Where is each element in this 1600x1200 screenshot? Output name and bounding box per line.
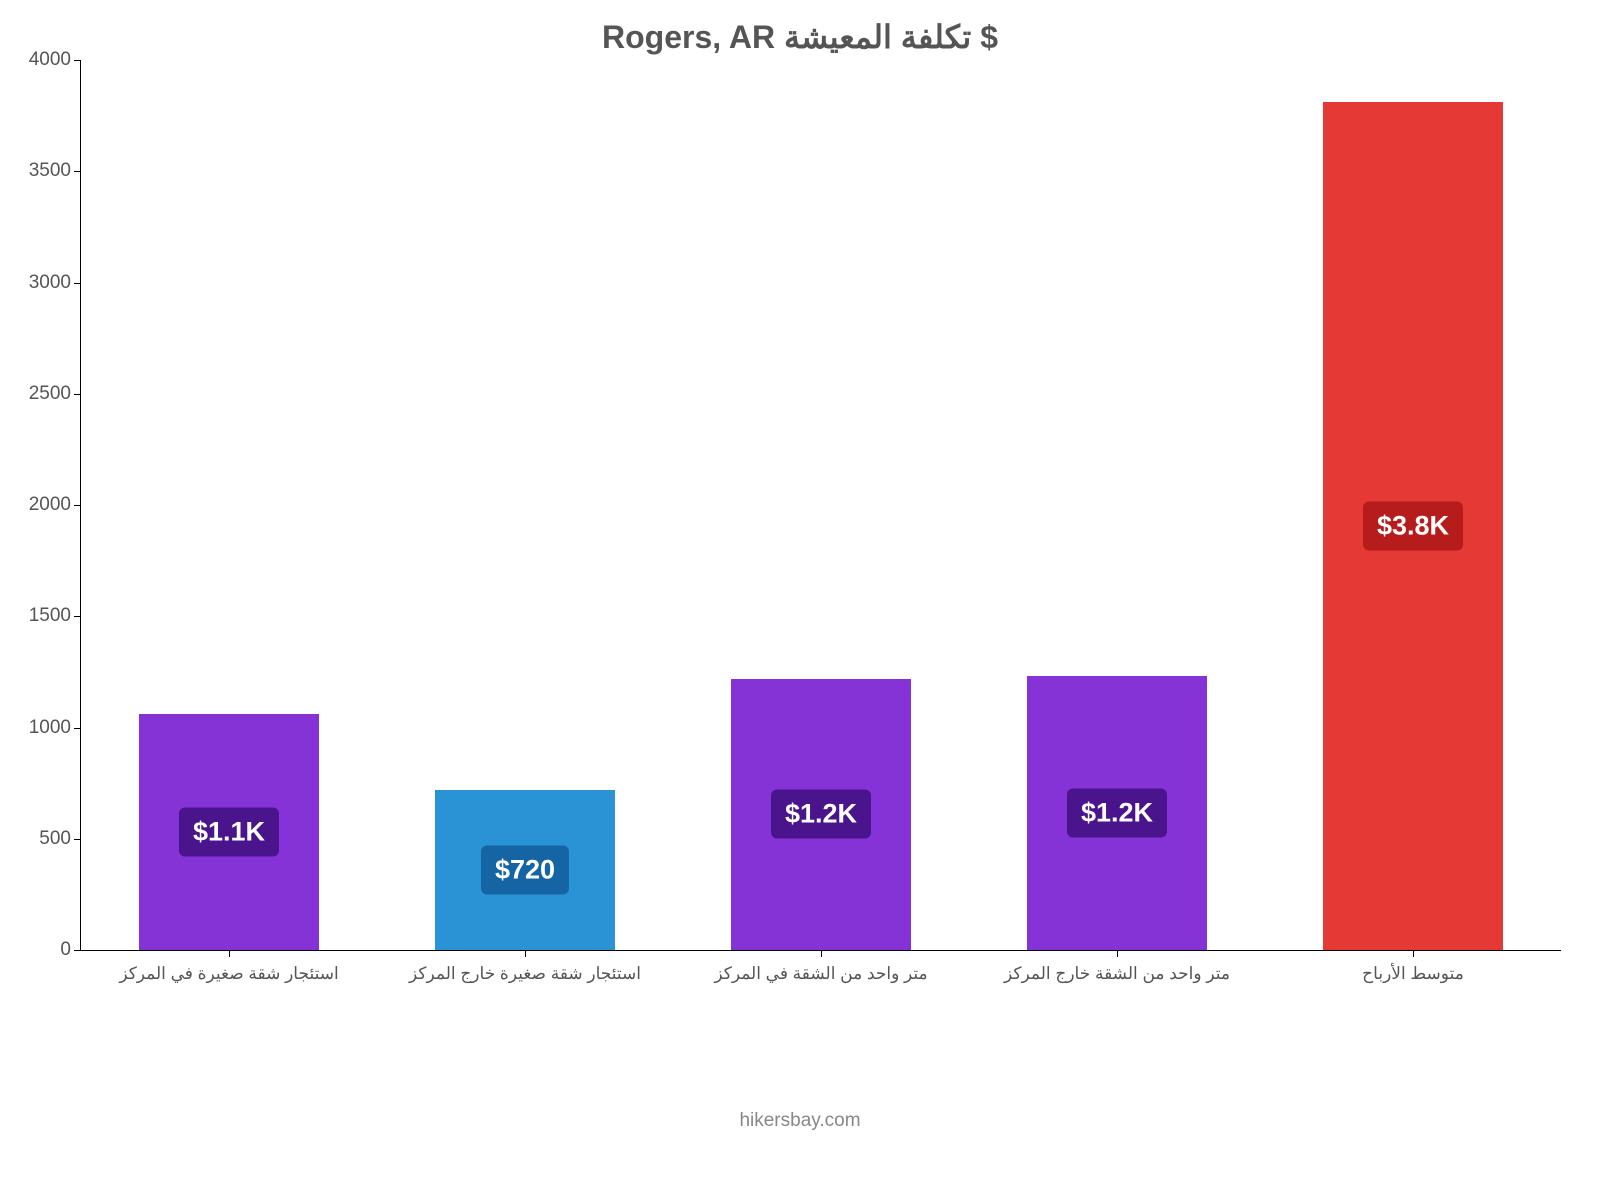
bar: $3.8K	[1323, 102, 1504, 950]
y-tick-label: 0	[60, 939, 81, 961]
y-tick-label: 4000	[29, 49, 81, 71]
x-tick-label: استئجار شقة صغيرة خارج المركز	[409, 950, 641, 984]
bar-value-label: $1.1K	[179, 808, 279, 857]
bar: $1.1K	[139, 714, 320, 950]
x-tick-label: متر واحد من الشقة خارج المركز	[1004, 950, 1230, 984]
x-tick-label: متوسط الأرباح	[1362, 950, 1464, 984]
y-tick-label: 3000	[29, 272, 81, 294]
x-tick-label: متر واحد من الشقة في المركز	[714, 950, 927, 984]
x-tick-label: استئجار شقة صغيرة في المركز	[119, 950, 338, 984]
bar: $1.2K	[1027, 676, 1208, 950]
y-tick-label: 3500	[29, 160, 81, 182]
credit-text: hikersbay.com	[0, 1110, 1600, 1132]
bar-value-label: $3.8K	[1363, 502, 1463, 551]
bar: $1.2K	[731, 679, 912, 950]
chart-title: Rogers, AR تكلفة المعيشة $	[0, 18, 1600, 56]
bar-value-label: $1.2K	[1067, 789, 1167, 838]
y-tick-label: 2000	[29, 494, 81, 516]
bar: $720	[435, 790, 616, 950]
cost-of-living-chart: Rogers, AR تكلفة المعيشة $ 0500100015002…	[0, 0, 1600, 1200]
plot-area: 05001000150020002500300035004000$1.1Kاست…	[80, 60, 1561, 951]
y-tick-label: 1000	[29, 717, 81, 739]
bar-value-label: $720	[481, 845, 569, 894]
y-tick-label: 500	[39, 828, 81, 850]
bar-value-label: $1.2K	[771, 790, 871, 839]
y-tick-label: 2500	[29, 383, 81, 405]
y-tick-label: 1500	[29, 605, 81, 627]
